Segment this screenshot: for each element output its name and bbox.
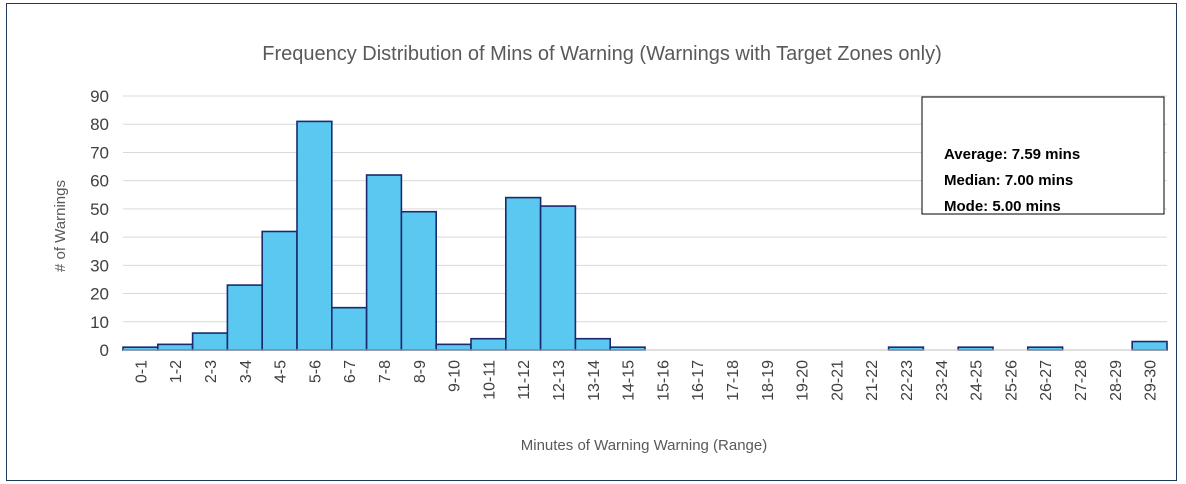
bar-11-12 xyxy=(504,196,542,351)
x-tick-label: 12-13 xyxy=(551,360,568,401)
y-tick-label: 20 xyxy=(90,285,109,304)
y-tick-label: 60 xyxy=(90,172,109,191)
x-tick-label: 25-26 xyxy=(1003,360,1020,401)
bar-7-8 xyxy=(365,174,403,351)
bar-8-9 xyxy=(400,210,437,351)
y-tick-label: 40 xyxy=(90,228,109,247)
stats-average: Average: 7.59 mins xyxy=(944,146,1080,163)
x-tick-label: 15-16 xyxy=(655,360,672,401)
x-tick-label: 29-30 xyxy=(1143,360,1160,401)
y-tick-label: 80 xyxy=(90,115,109,134)
x-tick-label: 9-10 xyxy=(447,360,464,392)
bar-12-13 xyxy=(539,205,577,351)
stats-annotation-box: Average: 7.59 mins Median: 7.00 mins Mod… xyxy=(921,96,1165,215)
bar-3-4 xyxy=(226,284,263,351)
bar-13-14 xyxy=(574,337,612,351)
x-tick-label: 1-2 xyxy=(168,360,185,383)
y-tick-label: 50 xyxy=(90,200,109,219)
x-tick-label: 4-5 xyxy=(273,360,290,383)
x-tick-label: 18-19 xyxy=(760,360,777,401)
x-tick-label: 13-14 xyxy=(586,360,603,401)
bar-1-2 xyxy=(157,343,194,351)
x-tick-label: 6-7 xyxy=(342,360,359,383)
x-tick-label: 23-24 xyxy=(934,360,951,401)
x-tick-label: 22-23 xyxy=(899,360,916,401)
y-tick-label: 30 xyxy=(90,256,109,275)
y-tick-label: 90 xyxy=(90,87,109,106)
y-axis-label: # of Warnings xyxy=(52,180,69,272)
x-tick-label: 16-17 xyxy=(690,360,707,401)
x-tick-label: 7-8 xyxy=(377,360,394,383)
bars xyxy=(122,120,1168,351)
x-tick-label: 24-25 xyxy=(969,360,986,401)
y-axis-ticks: 0 10 20 30 40 50 60 70 80 90 xyxy=(90,87,109,360)
bar-5-6 xyxy=(296,120,333,351)
x-tick-label: 28-29 xyxy=(1108,360,1125,401)
x-tick-label: 3-4 xyxy=(238,360,255,383)
stats-mode: Mode: 5.00 mins xyxy=(944,198,1061,215)
bar-9-10 xyxy=(435,343,472,351)
x-tick-label: 11-12 xyxy=(516,360,533,400)
bar-4-5 xyxy=(261,230,298,351)
x-tick-label: 17-18 xyxy=(725,360,742,401)
x-tick-label: 20-21 xyxy=(829,360,846,401)
x-tick-label: 0-1 xyxy=(133,360,150,383)
chart-title: Frequency Distribution of Mins of Warnin… xyxy=(262,43,942,65)
bar-2-3 xyxy=(191,332,229,351)
x-tick-label: 26-27 xyxy=(1038,360,1055,401)
chart-frame: Frequency Distribution of Mins of Warnin… xyxy=(6,3,1177,481)
chart-svg: Frequency Distribution of Mins of Warnin… xyxy=(52,43,1168,454)
bar-29-30 xyxy=(1131,340,1168,351)
bar-6-7 xyxy=(330,306,368,351)
x-tick-label: 8-9 xyxy=(412,360,429,383)
x-tick-label: 5-6 xyxy=(307,360,324,383)
stats-median: Median: 7.00 mins xyxy=(944,172,1073,189)
x-tick-label: 14-15 xyxy=(621,360,638,401)
y-tick-label: 70 xyxy=(90,143,109,162)
x-axis-label: Minutes of Warning Warning (Range) xyxy=(521,437,768,454)
y-tick-label: 0 xyxy=(100,341,109,360)
x-tick-label: 19-20 xyxy=(795,360,812,401)
x-tick-label: 27-28 xyxy=(1073,360,1090,401)
x-tick-label: 10-11 xyxy=(481,360,498,400)
bar-10-11 xyxy=(470,337,507,351)
x-tick-label: 21-22 xyxy=(864,360,881,401)
x-tick-label: 2-3 xyxy=(203,360,220,383)
y-tick-label: 10 xyxy=(90,313,109,332)
x-axis-ticks: 0-1 1-2 2-3 3-4 4-5 5-6 6-7 7-8 8-9 9-10 10-11 11-1… xyxy=(133,360,1159,401)
